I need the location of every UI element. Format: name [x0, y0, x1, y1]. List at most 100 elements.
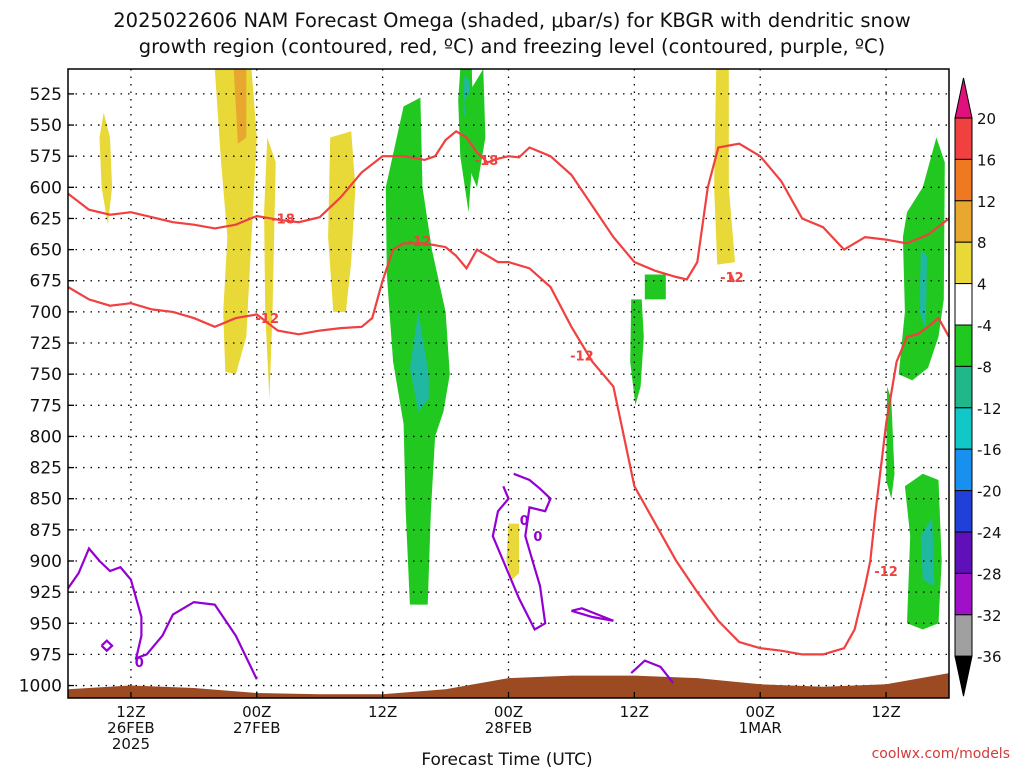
contour-fragment: [729, 274, 736, 283]
credit-text: coolwx.com/models: [871, 746, 1010, 762]
colorbar-top-arrow: [954, 77, 973, 119]
colorbar-box: [954, 241, 973, 285]
colorbar-label: -24: [977, 524, 1002, 542]
terrain-shape: [68, 673, 949, 698]
colorbar-label: 16: [977, 151, 996, 169]
colorbar-label: -16: [977, 441, 1002, 459]
colorbar-box: [954, 283, 973, 326]
y-tick-label: 775: [30, 396, 62, 416]
omega-region-3: [264, 137, 276, 400]
y-tick-label: 700: [30, 303, 62, 323]
colorbar-label: -8: [977, 358, 992, 376]
y-tick-label: 675: [30, 272, 62, 292]
x-tick-label: 00Z: [494, 703, 523, 721]
omega-region-4: [328, 131, 356, 312]
colorbar-label: 20: [977, 110, 996, 128]
y-tick-label: 625: [30, 209, 62, 229]
colorbar-box: [954, 117, 973, 160]
contour-line: [67, 546, 258, 680]
dgz-contour-label: -12: [720, 271, 744, 286]
omega-region-9: [464, 69, 486, 188]
omega-region-12: [644, 274, 666, 300]
colorbar-box: [954, 158, 973, 202]
colorbar-box: [954, 200, 973, 243]
x-tick-label: 12Z: [620, 703, 649, 721]
y-tick-label: 825: [30, 459, 62, 479]
y-tick-label: 525: [30, 85, 62, 105]
contour-fragment: [571, 607, 614, 622]
colorbar-box: [954, 490, 973, 533]
omega-region-18: [920, 517, 935, 586]
dgz-contour-label: -12: [874, 565, 898, 580]
x-tick-label: 26FEB: [107, 719, 154, 737]
dgz-contour-label: -12: [570, 349, 594, 364]
freezing-contour-label: 0: [135, 656, 144, 671]
colorbar-box: [954, 324, 973, 367]
y-tick-label: 550: [30, 116, 62, 136]
x-tick-label: 00Z: [242, 703, 271, 721]
dgz-contour-label: -18: [475, 154, 499, 169]
y-tick-label: 650: [30, 241, 62, 261]
omega-region-15: [919, 249, 927, 331]
freezing-contour-label: 0: [533, 530, 542, 545]
dgz-contour-label: -18: [271, 212, 295, 227]
omega-region-10: [506, 523, 519, 580]
y-tick-label: 1000: [19, 677, 62, 697]
colorbar-box: [954, 614, 973, 657]
y-tick-label: 875: [30, 521, 62, 541]
colorbar-label: 12: [977, 193, 996, 211]
colorbar-label: -28: [977, 565, 1002, 583]
x-tick-label: 27FEB: [233, 719, 280, 737]
x-tick-label: 1MAR: [739, 719, 782, 737]
omega-region-11: [714, 69, 735, 265]
y-tick-label: 750: [30, 365, 62, 385]
omega-region-2: [233, 69, 247, 144]
colorbar-box: [954, 531, 973, 574]
colorbar-label: -36: [977, 648, 1002, 666]
y-tick-label: 725: [30, 334, 62, 354]
x-axis-label: Forecast Time (UTC): [421, 750, 592, 768]
y-tick-label: 600: [30, 178, 62, 198]
chart-title: 2025022606 NAM Forecast Omega (shaded, μ…: [0, 8, 1024, 60]
y-tick-label: 975: [30, 645, 62, 665]
x-tick-label: 2025: [112, 735, 150, 753]
omega-region-13: [630, 299, 644, 406]
y-tick-label: 800: [30, 427, 62, 447]
colorbar: 20 16 12 8 4 -4 -8 -12 -16 -20 -24 -28 -32 -36: [954, 77, 1002, 697]
x-tick-label: 12Z: [116, 703, 145, 721]
title-line-2: growth region (contoured, red, ºC) and f…: [138, 35, 886, 58]
colorbar-label: -4: [977, 317, 992, 335]
colorbar-box: [954, 365, 973, 409]
freezing-contour-label: 0: [520, 514, 529, 529]
dgz-contour-label: -12: [408, 235, 432, 250]
contour-fragment: [491, 472, 552, 632]
y-tick-label: 900: [30, 552, 62, 572]
x-tick-label: 12Z: [871, 703, 900, 721]
omega-region-1: [214, 69, 257, 375]
contour-fragment: [630, 659, 675, 684]
colorbar-label: 8: [977, 234, 987, 252]
omega-region-0: [99, 112, 113, 225]
terrain-fill: [68, 673, 949, 698]
colorbar-label: 4: [977, 276, 987, 294]
contour-fragment: [100, 639, 114, 653]
contour-line: [67, 242, 950, 656]
contour-line: [67, 129, 950, 281]
dgz-contour-label: -12: [256, 312, 280, 327]
colorbar-box: [954, 572, 973, 616]
y-tick-label: 925: [30, 583, 62, 603]
x-tick-label: 28FEB: [485, 719, 532, 737]
x-tick-label: 12Z: [368, 703, 397, 721]
y-axis: 525 550 575 600 625 650 675 700 725 750 775 800 825 8…: [19, 85, 74, 697]
colorbar-box: [954, 448, 973, 492]
y-tick-label: 950: [30, 614, 62, 634]
colorbar-label: -20: [977, 483, 1002, 501]
x-tick-label: 00Z: [746, 703, 775, 721]
colorbar-bottom-arrow: [954, 655, 973, 697]
omega-shading: [99, 69, 945, 630]
y-tick-label: 575: [30, 147, 62, 167]
colorbar-box: [954, 407, 973, 450]
colorbar-label: -12: [977, 400, 1002, 418]
